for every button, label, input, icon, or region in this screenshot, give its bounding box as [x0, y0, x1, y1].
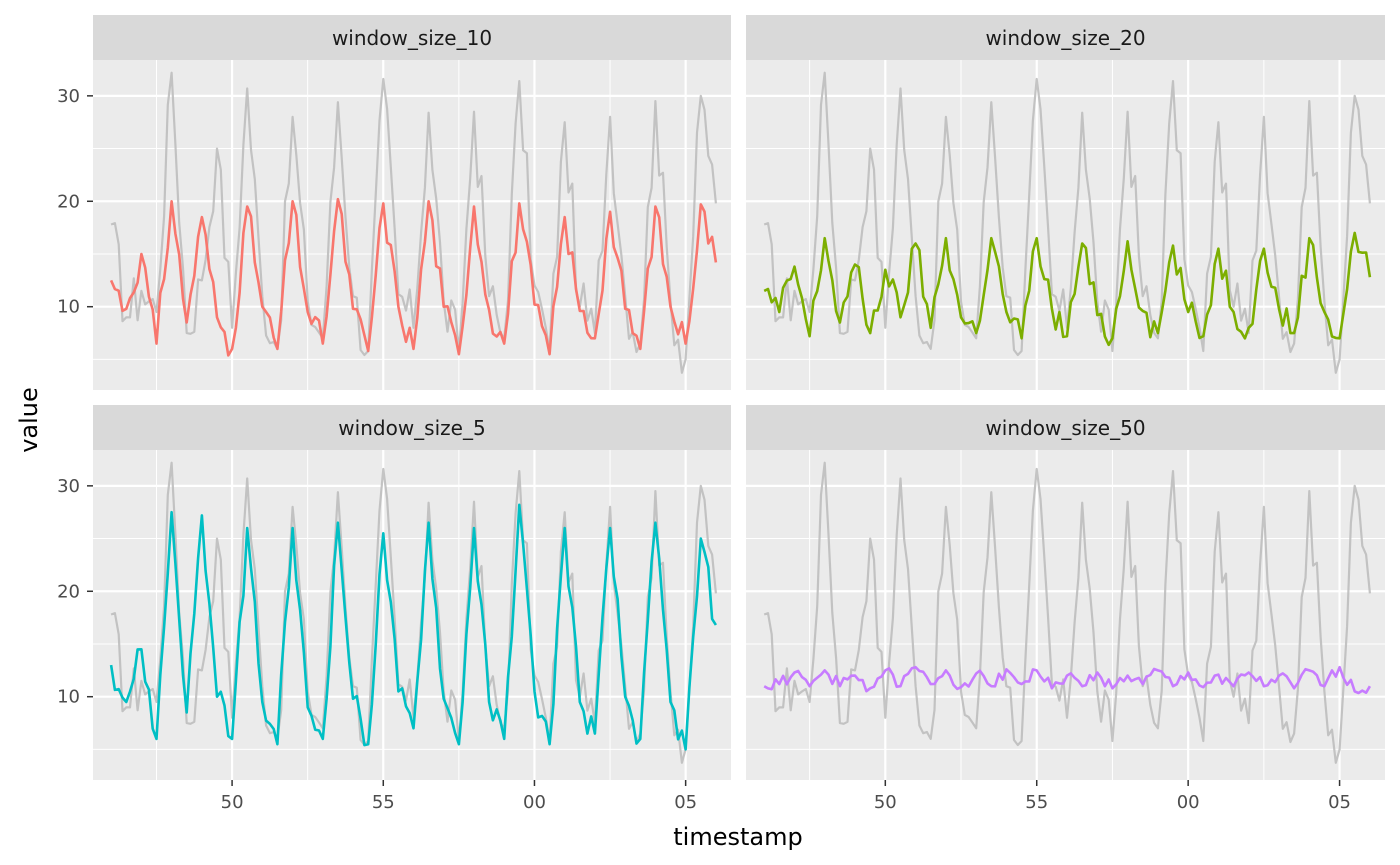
facet-strip-label: window_size_20	[985, 26, 1145, 50]
facet-panel-window_size_50: window_size_50	[746, 405, 1385, 780]
y-tick-label: 10	[57, 297, 80, 318]
series-line-window_size_10	[109, 197, 718, 357]
y-axis-title: value	[15, 387, 43, 453]
facet-strip-label: window_size_50	[985, 416, 1145, 440]
facet-strip	[93, 15, 731, 60]
x-tick-label: 00	[1177, 792, 1200, 813]
y-tick-label: 30	[57, 476, 80, 497]
panel-background	[746, 450, 1385, 780]
facet-strip	[93, 405, 731, 450]
y-tick-label: 20	[57, 581, 80, 602]
y-axis-ticks: 10 20 30 10 20 30	[57, 86, 93, 708]
series-line-window_size_20	[763, 231, 1372, 347]
facet-strip-label: window_size_5	[338, 416, 485, 440]
x-tick-label: 55	[372, 792, 395, 813]
x-tick-label: 50	[221, 792, 244, 813]
x-axis-ticks: 50 55 00 05 50 55 00 05	[221, 780, 1351, 813]
y-tick-label: 10	[57, 687, 80, 708]
panel-background	[746, 60, 1385, 390]
facet-panel-window_size_20: window_size_20	[746, 15, 1385, 390]
raw-series-line	[763, 461, 1371, 764]
raw-series-line	[110, 71, 717, 374]
x-tick-label: 55	[1025, 792, 1048, 813]
facet-panel-window_size_5: window_size_5	[93, 405, 731, 780]
facets-layer: window_size_10 window_size_20 window_size_…	[93, 15, 1385, 780]
facet-strip	[746, 405, 1385, 450]
x-tick-label: 05	[1328, 792, 1351, 813]
y-tick-label: 20	[57, 191, 80, 212]
facet-strip	[746, 15, 1385, 60]
y-tick-label: 30	[57, 86, 80, 107]
x-tick-label: 50	[874, 792, 897, 813]
facet-strip-label: window_size_10	[332, 26, 492, 50]
x-tick-label: 00	[523, 792, 546, 813]
series-line-window_size_50	[763, 665, 1372, 695]
facet-panel-window_size_10: window_size_10	[93, 15, 731, 390]
x-tick-label: 05	[674, 792, 697, 813]
series-line-window_size_5	[109, 503, 718, 751]
x-axis-title: timestamp	[673, 823, 802, 851]
